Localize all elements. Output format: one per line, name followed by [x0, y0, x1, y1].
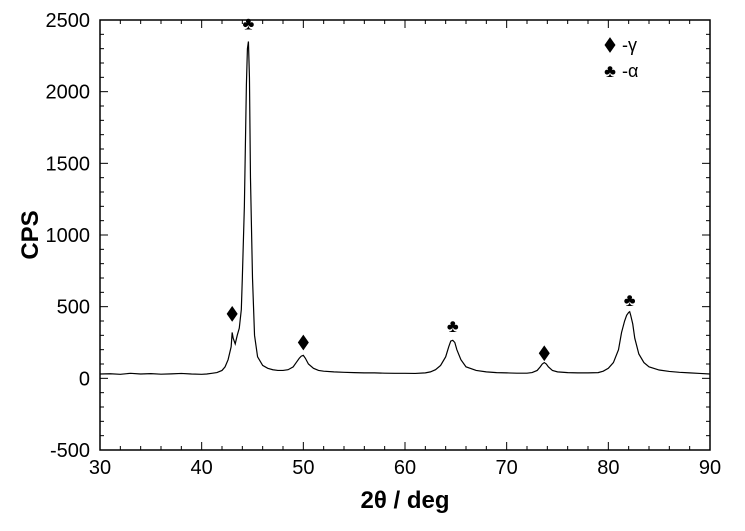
- y-tick-label: 500: [57, 297, 90, 319]
- x-tick-label: 80: [597, 457, 619, 479]
- x-tick-label: 30: [89, 457, 111, 479]
- y-tick-label: 2000: [46, 82, 91, 104]
- peak-marker-club: ♣: [447, 316, 459, 336]
- plot-frame: [100, 20, 710, 450]
- peak-marker-diamond: [298, 336, 308, 350]
- y-tick-label: 2500: [46, 10, 91, 32]
- x-tick-label: 90: [699, 457, 721, 479]
- xrd-pattern-line: [100, 42, 710, 375]
- x-tick-label: 50: [292, 457, 314, 479]
- peak-marker-club: ♣: [624, 290, 636, 310]
- legend-label: -γ: [622, 35, 637, 55]
- xrd-chart: 30 40 50 60 70 80 90 -500 0 500 1000 1500 2000 2500 2θ…: [0, 0, 745, 531]
- x-axis-label: 2θ / deg: [361, 487, 450, 514]
- legend-club-icon: ♣: [604, 61, 616, 81]
- legend-label: -α: [622, 61, 638, 81]
- x-tick-label: 70: [496, 457, 518, 479]
- peak-marker-club: ♣: [243, 14, 255, 34]
- y-tick-label: 1000: [46, 225, 91, 247]
- y-tick-label: -500: [50, 440, 90, 462]
- x-tick-label: 40: [191, 457, 213, 479]
- y-tick-label: 1500: [46, 153, 91, 175]
- peak-marker-diamond: [227, 307, 237, 321]
- peak-marker-diamond: [539, 346, 549, 360]
- legend-diamond-icon: [605, 38, 615, 52]
- x-tick-label: 60: [394, 457, 416, 479]
- y-axis-label: CPS: [17, 210, 44, 259]
- chart-canvas: 30 40 50 60 70 80 90 -500 0 500 1000 1500 2000 2500 2θ…: [0, 0, 745, 531]
- y-tick-label: 0: [79, 368, 90, 390]
